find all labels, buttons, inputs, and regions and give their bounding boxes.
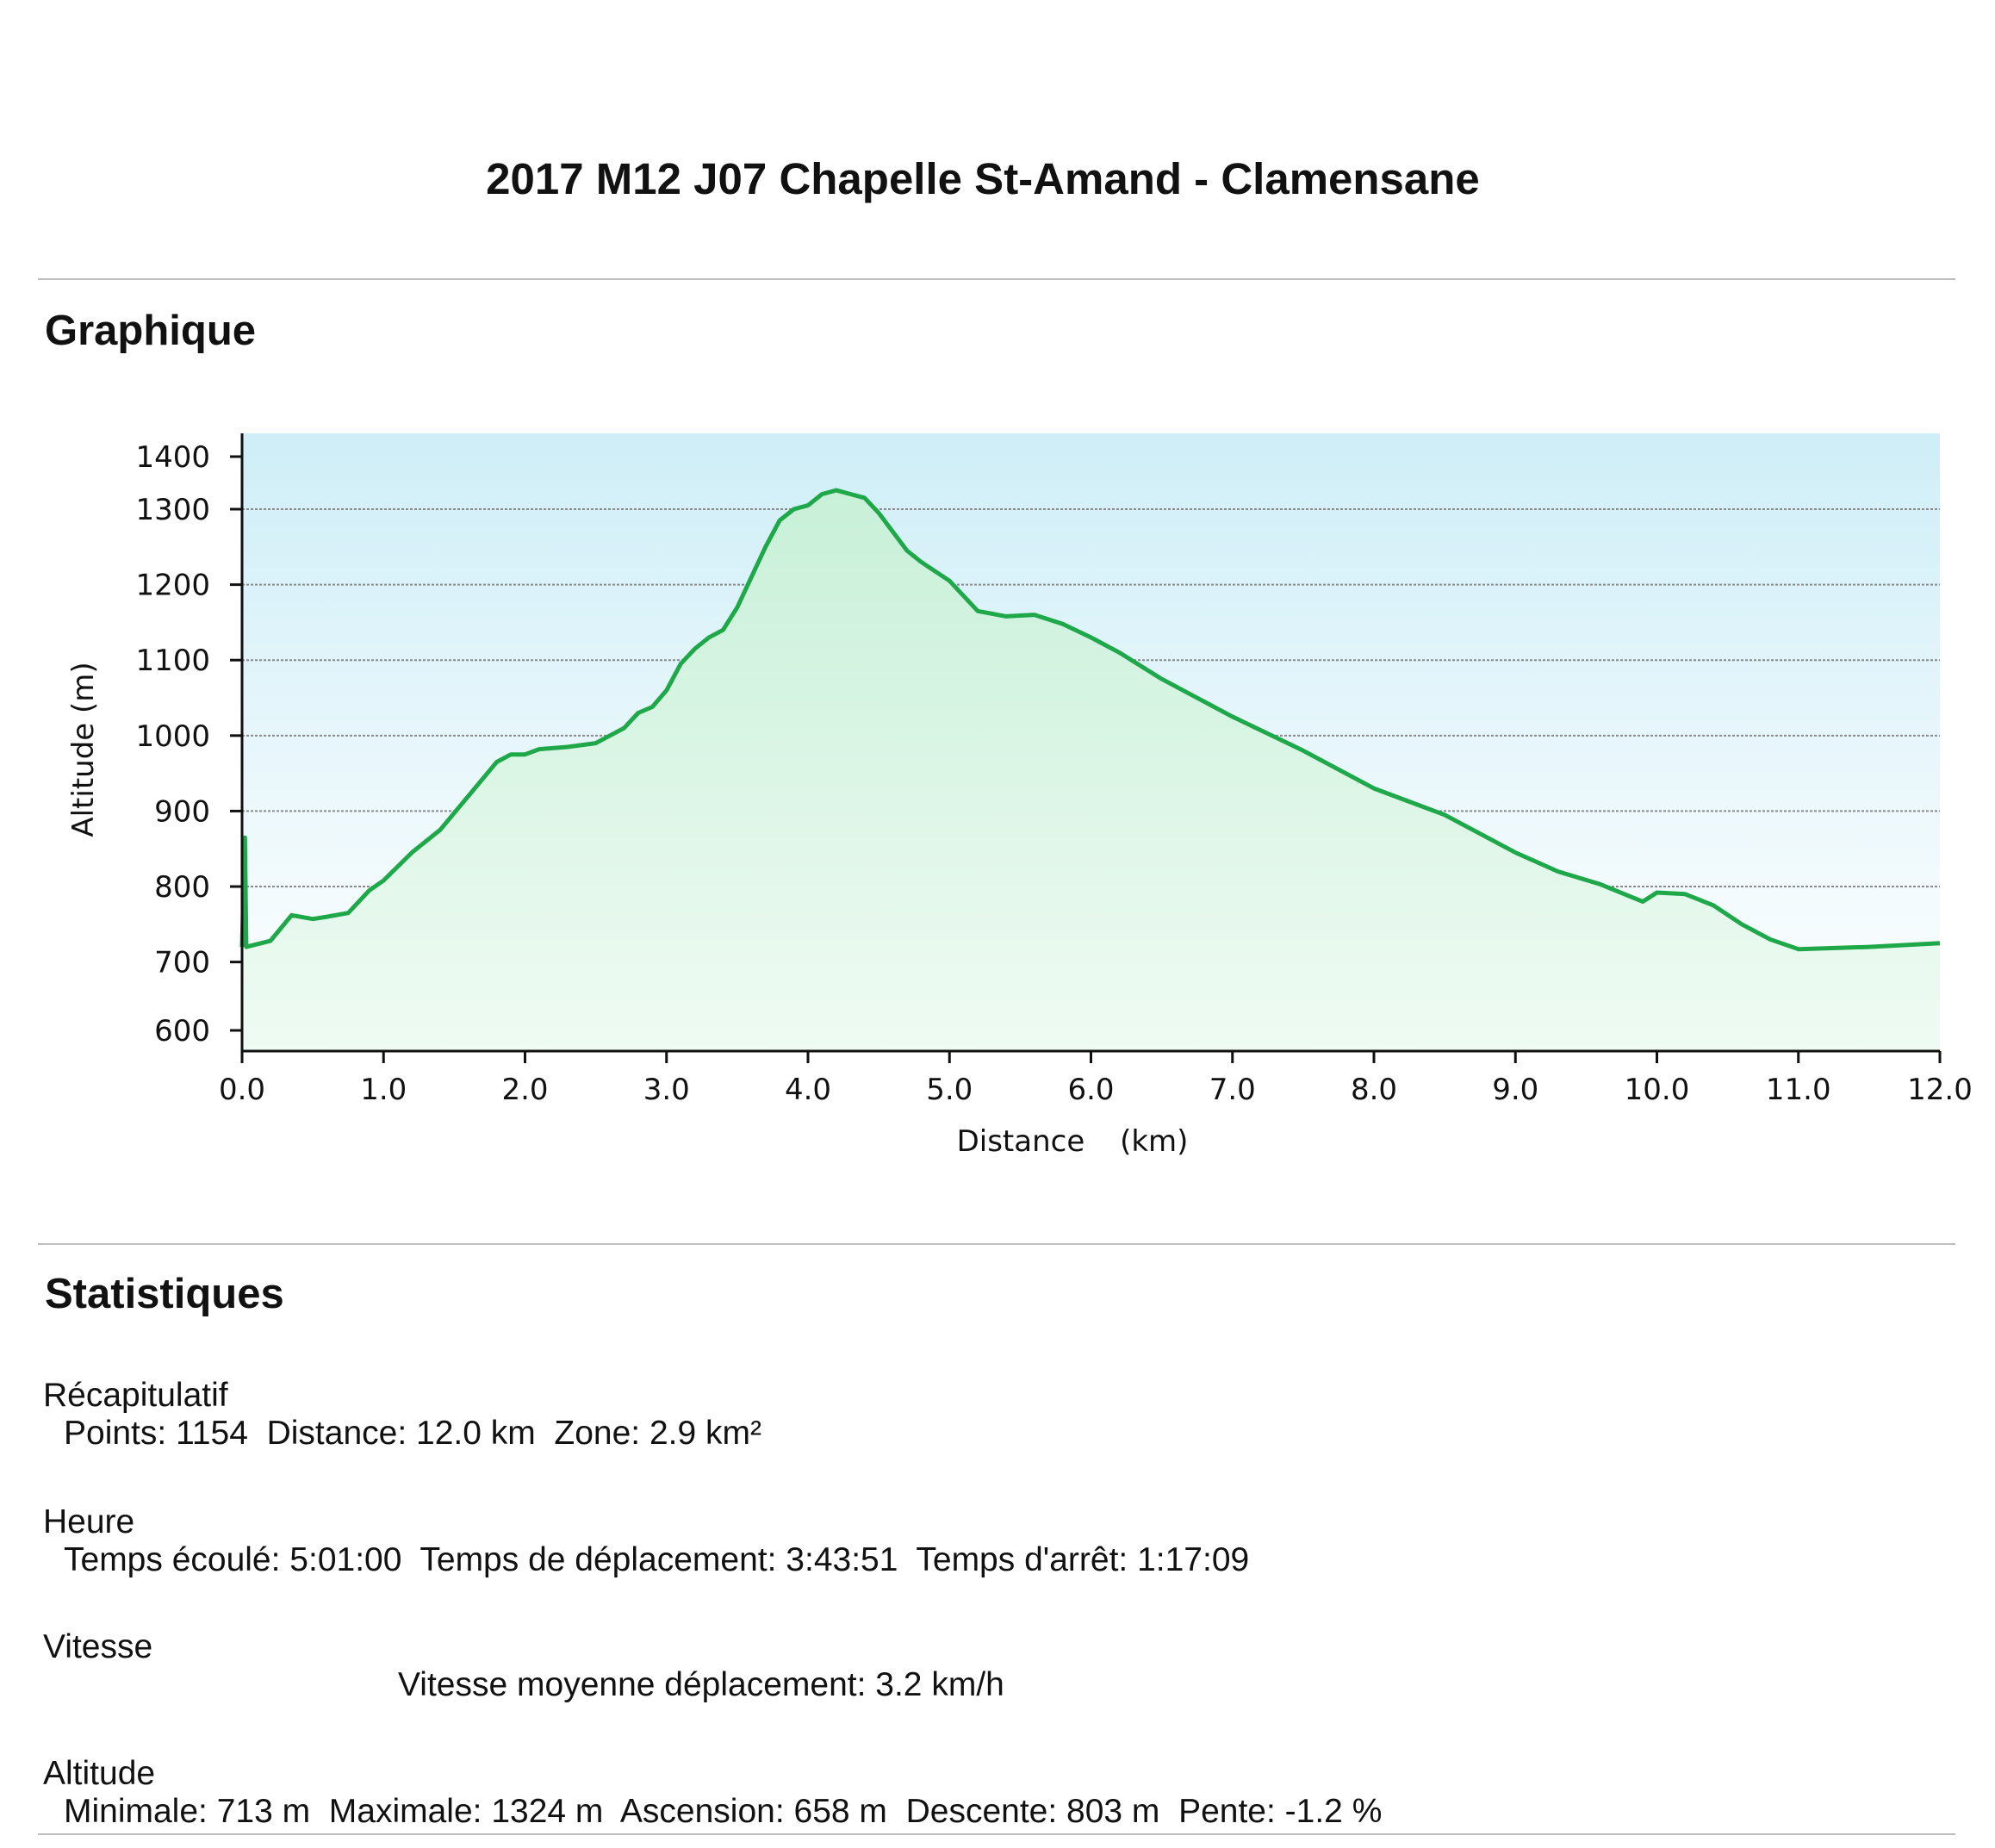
y-tick-label: 1100: [135, 644, 210, 678]
y-tick-labels: 1400 1300 1200 1100 1000 900 800 700 600: [135, 440, 242, 1048]
stats-altitude-values: Minimale: 713 m Maximale: 1324 m Ascensi…: [64, 1793, 1383, 1830]
stats-time: Heure Temps écoulé: 5:01:00 Temps de dép…: [43, 1503, 1249, 1579]
x-tick-label: 3.0: [643, 1073, 690, 1107]
x-tick-label: 11.0: [1766, 1073, 1831, 1107]
y-tick-label: 900: [154, 794, 210, 829]
x-tick-labels: 0.0 1.0 2.0 3.0 4.0 5.0 6.0 7.0 8.0 9.0 10.0 11.0 12…: [219, 1051, 1973, 1107]
x-axis-label-text: Distance: [957, 1124, 1085, 1159]
section-heading-graphique: Graphique: [45, 308, 257, 354]
stats-speed: Vitesse Vitesse moyenne déplacement: 3.2…: [43, 1628, 1004, 1704]
y-tick-label: 1300: [135, 493, 210, 527]
x-tick-label: 2.0: [501, 1073, 548, 1107]
stats-recap-label: Récapitulatif: [43, 1377, 228, 1414]
stats-time-values: Temps écoulé: 5:01:00 Temps de déplaceme…: [64, 1541, 1250, 1578]
y-tick-label: 1200: [135, 569, 210, 603]
stats-altitude: Altitude Minimale: 713 m Maximale: 1324 …: [43, 1755, 1382, 1831]
x-tick-label: 0.0: [219, 1073, 265, 1107]
stats-altitude-label: Altitude: [43, 1755, 156, 1792]
x-tick-label: 10.0: [1625, 1073, 1690, 1107]
divider: [38, 278, 1955, 280]
altitude-chart: 1400 1300 1200 1100 1000 900 800 700 600 0.0 1.0 2…: [66, 433, 1973, 1159]
y-axis-label: Altitude (m): [66, 662, 101, 837]
altitude-area: [242, 490, 1940, 1051]
stats-speed-values: Vitesse moyenne déplacement: 3.2 km/h: [398, 1666, 1004, 1703]
section-heading-statistiques: Statistiques: [45, 1271, 284, 1317]
x-tick-label: 4.0: [785, 1073, 831, 1107]
x-tick-label: 1.0: [360, 1073, 407, 1107]
x-tick-label: 7.0: [1209, 1073, 1256, 1107]
altitude-line: [239, 488, 1941, 952]
stats-time-label: Heure: [43, 1503, 135, 1540]
y-tick-label: 1000: [135, 719, 210, 754]
page-title: 2017 M12 J07 Chapelle St-Amand - Clamens…: [486, 154, 1480, 203]
x-tick-label: 12.0: [1907, 1073, 1973, 1107]
divider: [38, 1833, 1955, 1835]
x-tick-label: 9.0: [1492, 1073, 1538, 1107]
x-tick-label: 8.0: [1351, 1073, 1397, 1107]
x-axis-unit: (km): [1120, 1124, 1188, 1159]
stats-recap: Récapitulatif Points: 1154 Distance: 12.…: [43, 1377, 761, 1453]
x-tick-label: 5.0: [926, 1073, 973, 1107]
stats-speed-label: Vitesse: [43, 1628, 153, 1665]
stats-recap-values: Points: 1154 Distance: 12.0 km Zone: 2.9…: [64, 1415, 761, 1452]
x-tick-label: 6.0: [1067, 1073, 1114, 1107]
divider: [38, 1243, 1955, 1245]
x-axis-label: Distance (km): [957, 1124, 1189, 1159]
y-tick-label: 800: [154, 870, 210, 905]
y-tick-label: 700: [154, 946, 210, 980]
y-tick-label: 1400: [135, 440, 210, 475]
y-tick-label: 600: [154, 1014, 210, 1048]
